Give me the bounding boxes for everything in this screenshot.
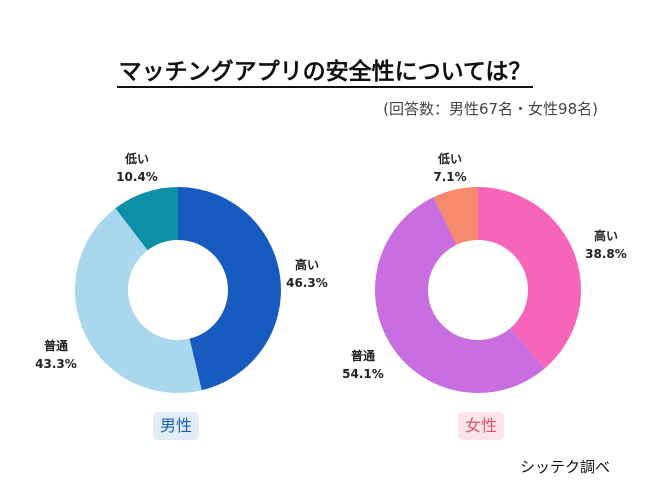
slice-label-male-normal: 普通	[44, 338, 68, 353]
slice-female-normal	[375, 197, 545, 393]
chart-title-wrap: マッチングアプリの安全性については？	[0, 52, 650, 88]
slice-label-female-low: 低い	[437, 151, 462, 166]
slice-female-low	[433, 187, 478, 245]
slice-female-high	[478, 187, 581, 369]
slice-label-female-high: 高い	[594, 228, 618, 243]
slice-label-male-high: 高い	[295, 257, 319, 272]
source-note: シッテク調べ	[519, 458, 610, 476]
slice-label-female-normal: 普通	[351, 348, 375, 363]
value-label-male-low: 10.4%	[116, 170, 158, 184]
value-label-female-low: 7.1%	[433, 170, 466, 184]
value-label-female-normal: 54.1%	[342, 367, 384, 381]
value-label-female-high: 38.8%	[585, 247, 627, 261]
chart-title: マッチングアプリの安全性については？	[116, 59, 534, 88]
value-label-male-normal: 43.3%	[35, 357, 77, 371]
group-label-female: 女性	[458, 412, 505, 440]
chart-subtitle: (回答数：男性67名・女性98名)	[383, 100, 598, 118]
slice-male-high	[178, 187, 282, 391]
group-label-male: 男性	[153, 412, 200, 440]
slice-male-low	[115, 187, 178, 251]
slice-male-normal	[75, 208, 202, 393]
value-label-male-high: 46.3%	[286, 276, 328, 290]
slice-label-male-low: 低い	[124, 151, 149, 166]
